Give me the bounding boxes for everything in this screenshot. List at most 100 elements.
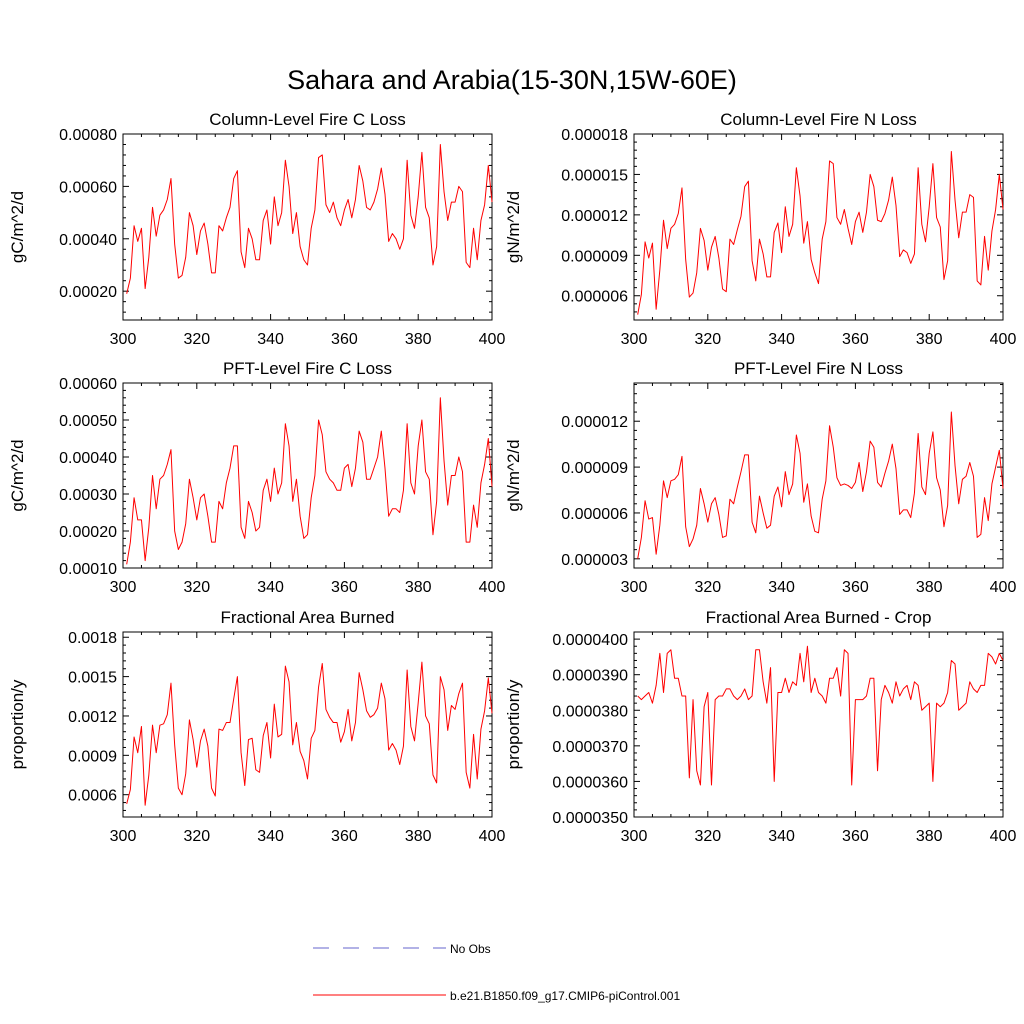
y-tick-label: 0.000015 — [561, 167, 628, 184]
plot-frame — [122, 631, 493, 818]
y-tick-label: 0.0000380 — [552, 703, 628, 720]
x-tick-label: 360 — [331, 579, 358, 596]
panel-column-level-fire-n-loss: Column-Level Fire N Loss 300 320 340 360 380 4… — [504, 110, 1016, 348]
x-tick-label: 400 — [479, 579, 506, 596]
y-tick-label: 0.0000390 — [552, 668, 628, 685]
panels: Column-Level Fire C Loss 300 320 340 360 380 4… — [8, 110, 1016, 845]
y-axis-label: proportion/y — [8, 679, 27, 769]
y-tick-label: 0.000003 — [561, 552, 628, 569]
y-tick-label: 0.000009 — [561, 460, 628, 477]
x-tick-label: 380 — [916, 579, 943, 596]
panel-pft-level-fire-c-loss: PFT-Level Fire C Loss 300 320 340 360 380 400 0… — [8, 359, 505, 596]
y-tick-label: 0.00040 — [59, 450, 117, 467]
x-tick-label: 360 — [842, 579, 869, 596]
x-tick-label: 320 — [694, 828, 721, 845]
x-tick-label: 360 — [842, 331, 869, 348]
y-tick-label: 0.00040 — [59, 232, 117, 249]
x-tick-label: 340 — [768, 579, 795, 596]
panel-column-level-fire-c-loss: Column-Level Fire C Loss 300 320 340 360 380 4… — [8, 110, 505, 348]
panel-title: PFT-Level Fire C Loss — [223, 359, 392, 378]
x-tick-label: 300 — [110, 331, 137, 348]
x-tick-label: 380 — [405, 331, 432, 348]
x-tick-label: 360 — [331, 828, 358, 845]
y-axis-label: proportion/y — [504, 679, 523, 769]
y-tick-label: 0.000009 — [561, 248, 628, 265]
y-tick-label: 0.0000360 — [552, 774, 628, 791]
plot-frame — [633, 382, 1004, 569]
plot-frame — [633, 631, 1004, 818]
x-tick-label: 300 — [621, 579, 648, 596]
x-tick-label: 400 — [479, 331, 506, 348]
x-tick-label: 340 — [257, 331, 284, 348]
y-tick-label: 0.000006 — [561, 506, 628, 523]
x-tick-label: 380 — [916, 331, 943, 348]
panel-pft-level-fire-n-loss: PFT-Level Fire N Loss 300 320 340 360 380 400 0… — [504, 359, 1016, 596]
legend-label-model: b.e21.B1850.f09_g17.CMIP6-piControl.001 — [450, 989, 680, 1003]
panel-title: Fractional Area Burned — [221, 608, 395, 627]
y-axis-label: gN/m^2/d — [504, 191, 523, 263]
series-line-0 — [637, 151, 1004, 315]
x-tick-label: 400 — [479, 828, 506, 845]
series-line-0 — [126, 143, 493, 294]
x-tick-label: 320 — [183, 828, 210, 845]
x-tick-label: 380 — [916, 828, 943, 845]
y-tick-label: 0.000012 — [561, 414, 628, 431]
series-line-0 — [637, 411, 1004, 559]
panel-title: PFT-Level Fire N Loss — [734, 359, 903, 378]
x-tick-label: 340 — [257, 828, 284, 845]
y-tick-label: 0.0000350 — [552, 810, 628, 827]
x-tick-label: 400 — [990, 579, 1017, 596]
y-tick-label: 0.00020 — [59, 284, 117, 301]
x-tick-label: 300 — [621, 331, 648, 348]
y-tick-label: 0.000012 — [561, 208, 628, 225]
y-tick-label: 0.0015 — [68, 670, 117, 687]
series-line-0 — [637, 645, 1004, 786]
x-tick-label: 340 — [768, 828, 795, 845]
x-tick-label: 320 — [183, 579, 210, 596]
panel-fractional-area-burned: Fractional Area Burned 300 320 340 360 380 400… — [8, 608, 505, 845]
y-tick-label: 0.00060 — [59, 376, 117, 393]
y-tick-label: 0.0009 — [68, 748, 117, 765]
plot-frame — [122, 382, 493, 569]
x-tick-label: 340 — [257, 579, 284, 596]
y-tick-label: 0.0000400 — [552, 632, 628, 649]
x-tick-label: 300 — [110, 579, 137, 596]
x-tick-label: 400 — [990, 828, 1017, 845]
y-tick-label: 0.0000370 — [552, 739, 628, 756]
series-line-0 — [126, 397, 493, 565]
x-tick-label: 320 — [183, 331, 210, 348]
x-tick-label: 300 — [110, 828, 137, 845]
y-axis-label: gC/m^2/d — [8, 191, 27, 263]
y-tick-label: 0.00010 — [59, 561, 117, 578]
y-tick-label: 0.00060 — [59, 179, 117, 196]
y-tick-label: 0.0006 — [68, 788, 117, 805]
y-tick-label: 0.00080 — [59, 127, 117, 144]
plot-frame — [122, 133, 493, 321]
y-tick-label: 0.0012 — [68, 709, 117, 726]
figure-title: Sahara and Arabia(15-30N,15W-60E) — [287, 65, 737, 95]
legend: No Obs b.e21.B1850.f09_g17.CMIP6-piContr… — [313, 942, 680, 1003]
panel-fractional-area-burned-crop: Fractional Area Burned - Crop 300 320 340 36… — [504, 608, 1016, 845]
y-tick-label: 0.00050 — [59, 413, 117, 430]
x-tick-label: 380 — [405, 828, 432, 845]
x-tick-label: 400 — [990, 331, 1017, 348]
x-tick-label: 340 — [768, 331, 795, 348]
x-tick-label: 300 — [621, 828, 648, 845]
panel-title: Column-Level Fire C Loss — [209, 110, 406, 129]
y-axis-label: gC/m^2/d — [8, 439, 27, 511]
x-tick-label: 360 — [331, 331, 358, 348]
x-tick-label: 360 — [842, 828, 869, 845]
y-axis-label: gN/m^2/d — [504, 439, 523, 511]
y-tick-label: 0.00020 — [59, 524, 117, 541]
x-tick-label: 380 — [405, 579, 432, 596]
y-tick-label: 0.000018 — [561, 127, 628, 144]
panel-title: Column-Level Fire N Loss — [720, 110, 917, 129]
x-tick-label: 320 — [694, 579, 721, 596]
series-line-0 — [126, 661, 493, 806]
legend-label-no-obs: No Obs — [450, 942, 491, 956]
y-tick-label: 0.000006 — [561, 289, 628, 306]
x-tick-label: 320 — [694, 331, 721, 348]
y-tick-label: 0.0018 — [68, 630, 117, 647]
y-tick-label: 0.00030 — [59, 487, 117, 504]
